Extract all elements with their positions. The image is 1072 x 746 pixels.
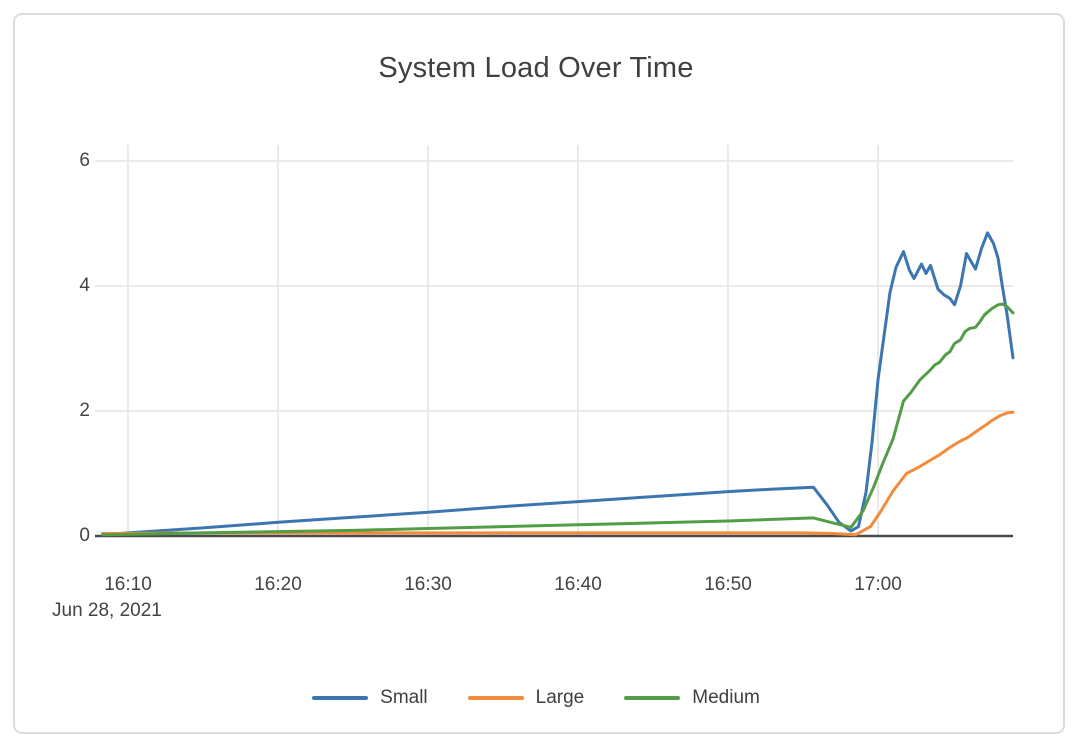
chart-card [13, 13, 1065, 734]
series-line-medium[interactable] [101, 302, 1015, 537]
x-tick-label: 16:20 [254, 574, 302, 595]
legend-label-large: Large [535, 687, 585, 708]
x-tick-label: 16:10 [104, 574, 152, 595]
legend: Small Large Medium [0, 687, 1072, 709]
series-line-large[interactable] [101, 410, 1015, 537]
series-line-small[interactable] [101, 231, 1015, 537]
legend-swatch-small [312, 696, 369, 700]
x-tick-label: 16:40 [554, 574, 602, 595]
y-tick-label: 0 [79, 525, 90, 546]
legend-item-small[interactable]: Small [312, 687, 428, 709]
legend-item-medium[interactable]: Medium [624, 687, 760, 709]
x-tick-label: 17:00 [854, 574, 902, 595]
x-tick-label: 16:50 [704, 574, 752, 595]
legend-swatch-medium [624, 696, 681, 700]
x-axis-date-label: Jun 28, 2021 [52, 600, 162, 621]
y-tick-label: 2 [79, 400, 90, 421]
y-tick-label: 6 [79, 150, 90, 171]
x-tick-label: 16:30 [404, 574, 452, 595]
chart-title: System Load Over Time [378, 52, 694, 84]
y-tick-label: 4 [79, 275, 90, 296]
legend-swatch-large [467, 696, 524, 700]
legend-label-small: Small [380, 687, 428, 708]
legend-item-large[interactable]: Large [467, 687, 585, 709]
legend-label-medium: Medium [692, 687, 760, 708]
